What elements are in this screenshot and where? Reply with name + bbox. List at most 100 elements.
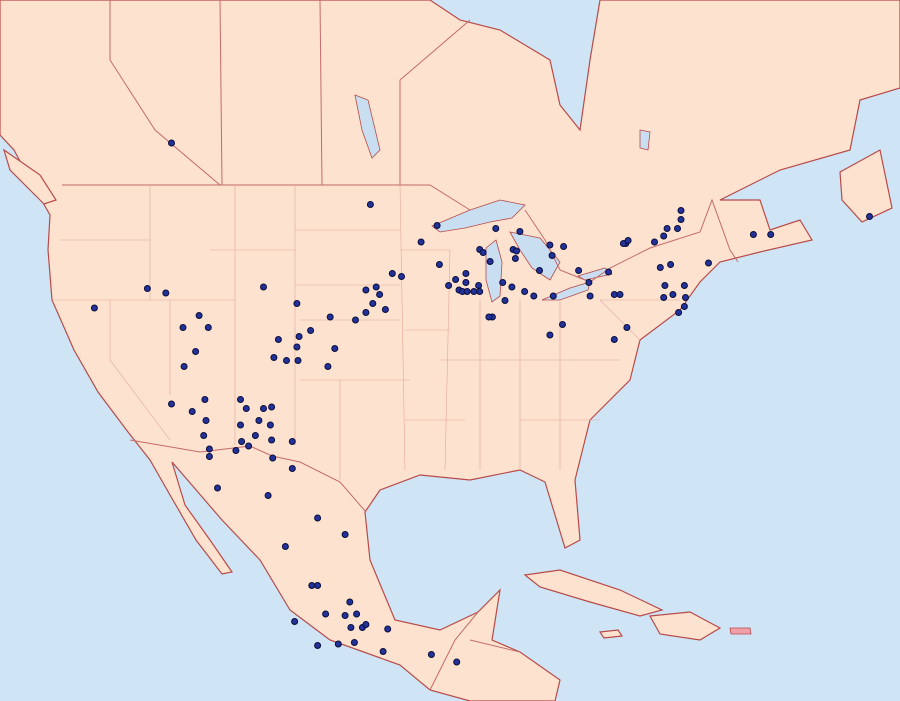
occurrence-marker xyxy=(384,625,392,633)
lake-huron xyxy=(509,231,561,281)
occurrence-marker xyxy=(656,264,664,271)
occurrence-marker xyxy=(452,276,460,283)
occurrence-marker xyxy=(575,267,583,274)
occurrence-marker xyxy=(288,438,296,445)
occurrence-marker xyxy=(188,408,196,415)
occurrence-marker xyxy=(470,288,478,295)
occurrence-marker xyxy=(749,231,757,238)
occurrence-marker xyxy=(610,291,618,298)
occurrence-marker xyxy=(616,291,624,298)
occurrence-marker xyxy=(205,445,213,453)
occurrence-marker xyxy=(237,421,244,429)
occurrence-marker xyxy=(677,207,685,214)
occurrence-marker xyxy=(200,432,208,439)
occurrence-marker xyxy=(548,252,556,259)
occurrence-marker xyxy=(341,612,349,619)
occurrence-marker xyxy=(463,288,471,295)
occurrence-marker xyxy=(179,324,187,331)
occurrence-marker xyxy=(369,300,377,307)
occurrence-marker xyxy=(536,267,543,274)
occurrence-marker xyxy=(314,514,322,522)
vancouver-island xyxy=(2,148,57,205)
occurrence-marker xyxy=(485,313,493,321)
occurrence-marker xyxy=(669,291,677,298)
occurrence-marker xyxy=(560,243,568,250)
occurrence-marker xyxy=(232,447,240,454)
occurrence-marker xyxy=(195,312,203,319)
mexico-central-america xyxy=(429,611,521,691)
lake-winnipeg xyxy=(354,94,381,159)
occurrence-marker xyxy=(293,300,301,307)
occurrence-marker xyxy=(559,321,566,328)
occurrence-marker xyxy=(381,306,389,313)
cuba xyxy=(523,569,664,617)
occurrence-marker xyxy=(245,442,253,450)
occurrence-marker xyxy=(326,313,334,321)
occurrence-marker xyxy=(417,238,425,246)
occurrence-marker xyxy=(238,438,246,445)
occurrence-marker xyxy=(322,610,330,618)
occurrence-marker xyxy=(324,363,332,370)
occurrence-marker xyxy=(268,403,276,411)
occurrence-marker xyxy=(462,270,470,277)
occurrence-marker xyxy=(264,492,272,499)
occurrence-marker xyxy=(674,225,681,232)
occurrence-marker xyxy=(331,345,339,352)
occurrence-marker xyxy=(624,237,632,244)
occurrence-marker xyxy=(214,484,221,492)
occurrence-marker xyxy=(549,292,557,300)
occurrence-marker xyxy=(651,238,658,246)
occurrence-marker xyxy=(353,610,361,618)
occurrence-marker xyxy=(462,279,470,286)
occurrence-marker xyxy=(294,357,302,364)
state-borders xyxy=(55,184,680,480)
hispaniola xyxy=(649,611,722,641)
occurrence-marker xyxy=(168,400,175,408)
occurrence-marker xyxy=(546,241,554,249)
occurrence-marker xyxy=(605,268,612,276)
occurrence-marker xyxy=(623,324,631,331)
occurrence-marker xyxy=(168,139,175,147)
occurrence-marker xyxy=(202,417,210,424)
occurrence-marker xyxy=(499,279,507,286)
occurrence-marker xyxy=(143,285,151,292)
occurrence-marker xyxy=(334,640,342,648)
occurrence-marker xyxy=(677,216,685,223)
occurrence-marker xyxy=(288,465,296,472)
occurrence-marker xyxy=(162,289,170,297)
occurrence-marker xyxy=(362,621,370,628)
occurrence-marker xyxy=(270,354,278,361)
occurrence-marker xyxy=(475,282,483,289)
occurrence-marker xyxy=(398,273,405,280)
occurrence-marker xyxy=(314,642,322,649)
occurrence-marker xyxy=(205,453,213,460)
occurrence-marker xyxy=(362,286,370,294)
occurrence-marker xyxy=(274,336,282,343)
occurrence-marker xyxy=(866,213,873,220)
occurrence-marker xyxy=(379,648,387,655)
occurrence-marker xyxy=(767,231,775,238)
occurrence-marker xyxy=(308,582,316,589)
occurrence-marker xyxy=(492,225,500,232)
occurrence-marker xyxy=(242,405,250,412)
occurrence-marker xyxy=(388,270,396,277)
occurrence-marker xyxy=(260,283,267,291)
occurrence-marker xyxy=(445,282,453,289)
occurrence-marker xyxy=(204,324,212,331)
occurrence-marker xyxy=(660,294,668,301)
lakes xyxy=(354,94,651,303)
occurrence-marker xyxy=(295,333,303,340)
occurrence-marker xyxy=(513,247,520,255)
occurrence-marker xyxy=(347,624,355,631)
lake-michigan xyxy=(485,239,503,303)
occurrence-marker xyxy=(508,283,516,291)
occurrence-marker xyxy=(663,225,671,232)
occurrence-marker xyxy=(314,582,322,589)
occurrence-marker xyxy=(476,288,484,295)
occurrence-marker xyxy=(682,294,689,301)
occurrence-marker xyxy=(352,316,359,324)
occurrence-marker xyxy=(341,531,349,538)
lake-superior xyxy=(431,199,526,233)
